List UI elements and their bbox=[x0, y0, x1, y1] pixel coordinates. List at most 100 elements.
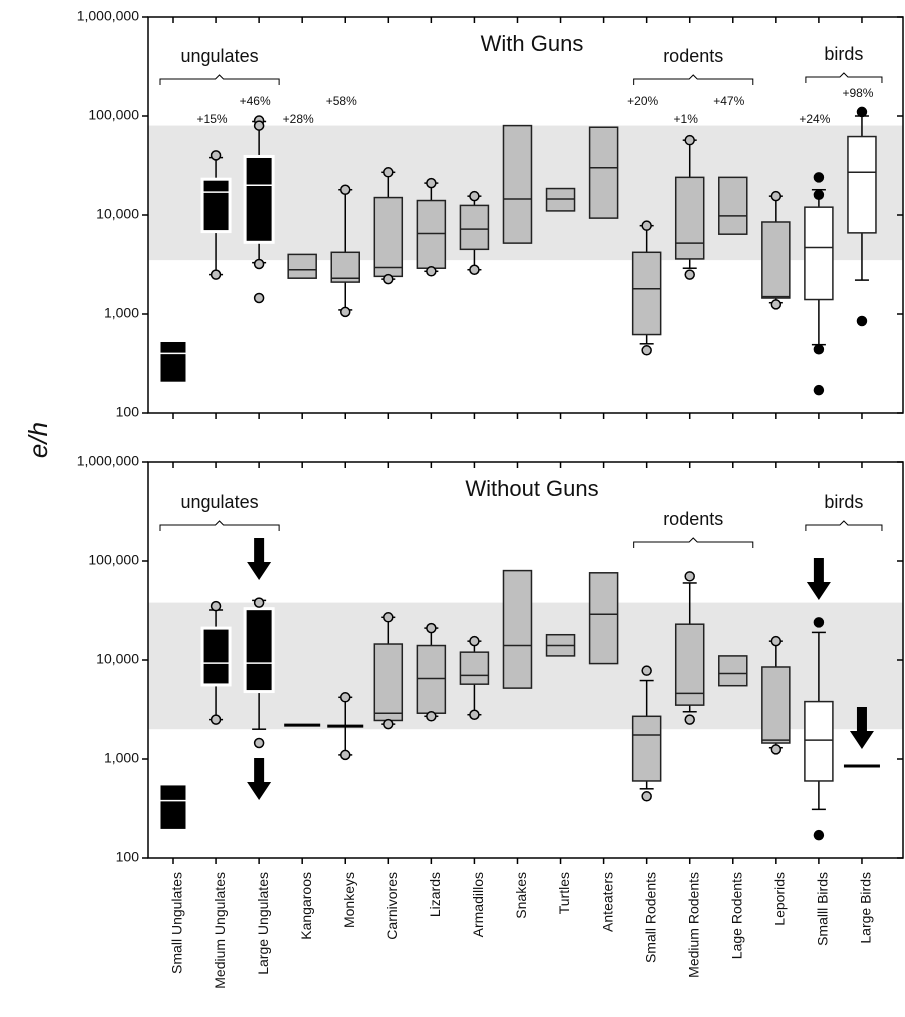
y-axis-label: e/h bbox=[23, 422, 53, 458]
box bbox=[200, 626, 232, 687]
panel-title: With Guns bbox=[481, 31, 584, 56]
y-tick-label: 100,000 bbox=[88, 552, 139, 568]
group-brace bbox=[805, 72, 883, 83]
box bbox=[373, 643, 404, 722]
outlier bbox=[383, 167, 394, 178]
group-label: rodents bbox=[663, 46, 723, 66]
group-label: ungulates bbox=[181, 492, 259, 512]
box bbox=[761, 666, 791, 744]
box bbox=[416, 199, 447, 269]
outlier bbox=[469, 709, 480, 720]
change-label: +47% bbox=[713, 94, 744, 108]
outlier bbox=[210, 150, 222, 161]
outlier bbox=[339, 306, 351, 318]
group-brace bbox=[633, 74, 754, 85]
outlier bbox=[469, 264, 480, 275]
x-tick-label: Large Birds bbox=[858, 872, 874, 944]
change-label: +98% bbox=[842, 86, 873, 100]
box bbox=[330, 251, 360, 283]
y-tick-label: 10,000 bbox=[96, 206, 139, 222]
outlier bbox=[813, 384, 825, 396]
x-tick-label: Armadillos bbox=[470, 872, 486, 937]
box bbox=[718, 655, 748, 687]
x-tick-label: Kangaroos bbox=[298, 872, 314, 940]
y-tick-label: 10,000 bbox=[96, 651, 139, 667]
box bbox=[243, 154, 275, 244]
outlier bbox=[426, 266, 437, 277]
box bbox=[588, 572, 619, 665]
outlier bbox=[770, 190, 782, 202]
group-brace bbox=[159, 520, 280, 531]
outlier bbox=[339, 692, 351, 703]
x-tick-label: Snakes bbox=[513, 872, 529, 919]
group-label: birds bbox=[824, 44, 863, 64]
box bbox=[502, 124, 533, 244]
change-label: +1% bbox=[674, 112, 699, 126]
outlier bbox=[426, 177, 437, 189]
x-tick-label: Leporids bbox=[772, 872, 788, 926]
box bbox=[416, 644, 447, 714]
arrow bbox=[247, 758, 272, 800]
box bbox=[804, 700, 834, 782]
x-tick-label: Carnivores bbox=[384, 872, 400, 940]
box bbox=[459, 651, 490, 685]
x-tick-label: Anteaters bbox=[599, 872, 615, 932]
outlier bbox=[813, 617, 825, 628]
box bbox=[674, 623, 705, 706]
panel-title: Without Guns bbox=[465, 476, 598, 501]
outlier bbox=[684, 714, 695, 725]
box bbox=[588, 126, 619, 219]
x-tick-label: Smalll Birds bbox=[815, 872, 831, 946]
arrow bbox=[849, 707, 874, 749]
outlier bbox=[469, 635, 480, 647]
outlier bbox=[339, 749, 351, 761]
outlier bbox=[253, 737, 265, 749]
group-brace bbox=[633, 537, 754, 548]
change-label: +24% bbox=[799, 112, 830, 126]
outlier bbox=[253, 258, 265, 270]
group-label: birds bbox=[824, 492, 863, 512]
box bbox=[674, 176, 705, 260]
outlier bbox=[253, 292, 265, 304]
y-tick-label: 100 bbox=[116, 404, 140, 420]
y-tick-label: 1,000 bbox=[104, 305, 139, 321]
outlier bbox=[684, 134, 695, 146]
box bbox=[847, 135, 877, 234]
outlier bbox=[813, 344, 825, 355]
outlier bbox=[813, 172, 825, 183]
arrow bbox=[247, 538, 272, 580]
x-tick-label: Lage Rodents bbox=[728, 872, 744, 959]
outlier bbox=[641, 345, 652, 356]
outlier bbox=[383, 718, 394, 730]
box bbox=[157, 338, 189, 385]
box bbox=[459, 204, 490, 251]
outlier bbox=[770, 744, 782, 755]
box bbox=[718, 176, 748, 235]
outlier bbox=[813, 189, 825, 201]
y-tick-label: 1,000,000 bbox=[77, 8, 139, 24]
outlier bbox=[813, 829, 825, 841]
y-tick-label: 1,000 bbox=[104, 750, 139, 766]
y-tick-label: 1,000,000 bbox=[77, 453, 139, 469]
box bbox=[287, 253, 317, 279]
box bbox=[631, 715, 662, 782]
change-label: +20% bbox=[627, 94, 658, 108]
change-label: +46% bbox=[240, 94, 271, 108]
x-tick-label: Small Rodents bbox=[642, 872, 658, 963]
outlier bbox=[770, 635, 782, 647]
box bbox=[243, 607, 275, 694]
outlier bbox=[641, 220, 652, 231]
box bbox=[200, 177, 232, 234]
x-tick-label: Monkeys bbox=[341, 872, 357, 928]
group-label: ungulates bbox=[181, 46, 259, 66]
x-tick-label: Turtles bbox=[556, 872, 572, 914]
box bbox=[157, 782, 189, 832]
outlier bbox=[253, 597, 265, 608]
change-label: +15% bbox=[197, 112, 228, 126]
outlier bbox=[383, 273, 394, 285]
arrow bbox=[806, 558, 831, 600]
box bbox=[502, 569, 533, 689]
outlier bbox=[770, 299, 782, 310]
box bbox=[761, 221, 791, 299]
